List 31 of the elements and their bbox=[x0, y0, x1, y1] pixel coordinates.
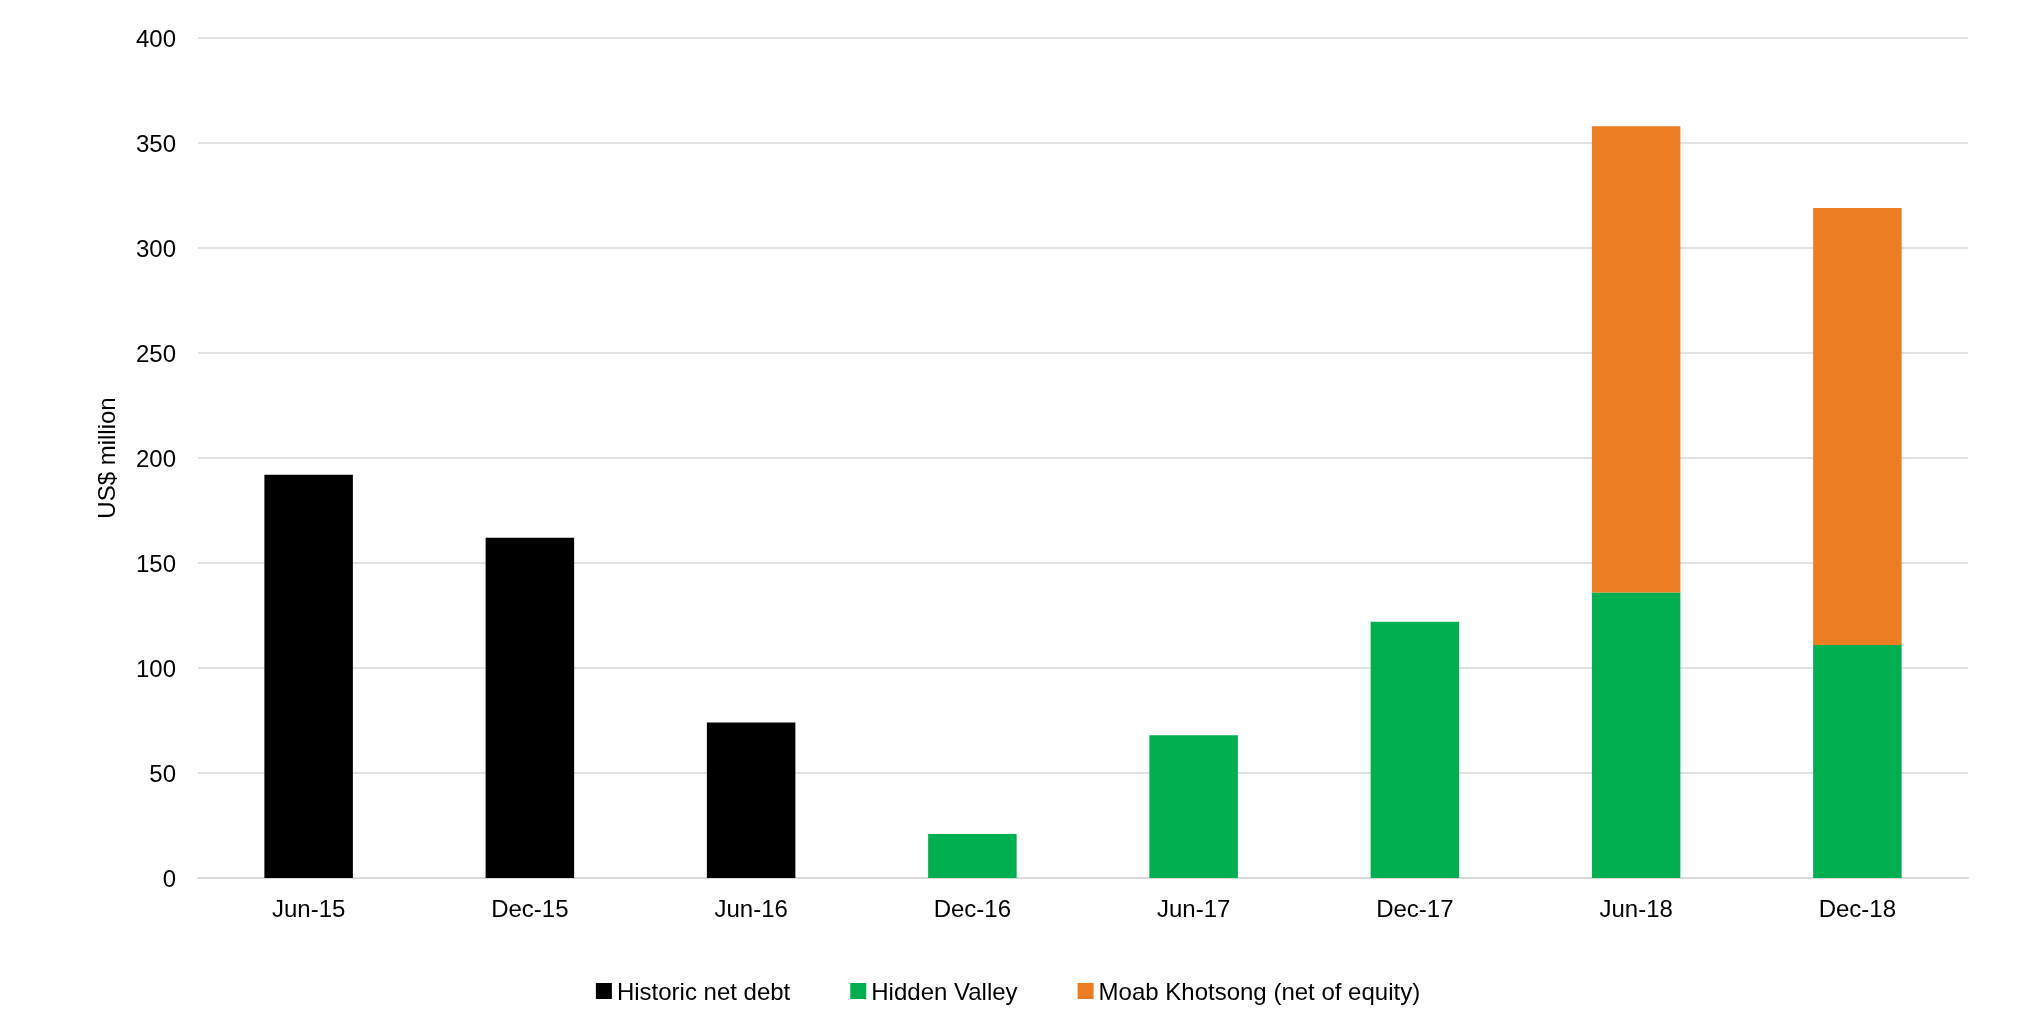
y-tick-label: 150 bbox=[135, 549, 176, 577]
y-tick-label: 0 bbox=[162, 864, 176, 892]
y-tick-label: 400 bbox=[135, 24, 176, 52]
y-tick-label: 50 bbox=[149, 759, 176, 787]
bar bbox=[1813, 208, 1902, 645]
y-tick-label: 300 bbox=[135, 234, 176, 262]
bar bbox=[1370, 621, 1460, 878]
x-tick-label: Jun-18 bbox=[1599, 894, 1673, 922]
y-tick-label: 200 bbox=[135, 444, 176, 472]
bar bbox=[1591, 126, 1681, 593]
x-tick-label: Jun-15 bbox=[271, 894, 346, 922]
bar bbox=[1591, 592, 1681, 878]
legend-label: Moab Khotsong (net of equity) bbox=[1098, 977, 1421, 1005]
bar bbox=[1149, 735, 1238, 878]
y-tick-label: 350 bbox=[135, 129, 176, 157]
legend-label: Historic net debt bbox=[616, 977, 791, 1005]
y-tick-label: 250 bbox=[135, 339, 176, 367]
bar bbox=[706, 722, 796, 878]
x-tick-label: Dec-15 bbox=[491, 894, 569, 922]
bar bbox=[928, 833, 1017, 878]
x-tick-label: Dec-18 bbox=[1818, 894, 1897, 922]
x-tick-label: Jun-16 bbox=[714, 894, 788, 922]
x-tick-label: Dec-17 bbox=[1376, 894, 1454, 922]
bar bbox=[485, 537, 575, 878]
legend-label: Hidden Valley bbox=[871, 977, 1018, 1005]
x-tick-label: Dec-16 bbox=[933, 894, 1012, 922]
y-tick-label: 100 bbox=[135, 654, 176, 682]
bar bbox=[264, 474, 353, 878]
y-axis-title: US$ million bbox=[92, 397, 120, 519]
x-tick-label: Jun-17 bbox=[1156, 894, 1231, 922]
bar bbox=[1813, 644, 1902, 878]
